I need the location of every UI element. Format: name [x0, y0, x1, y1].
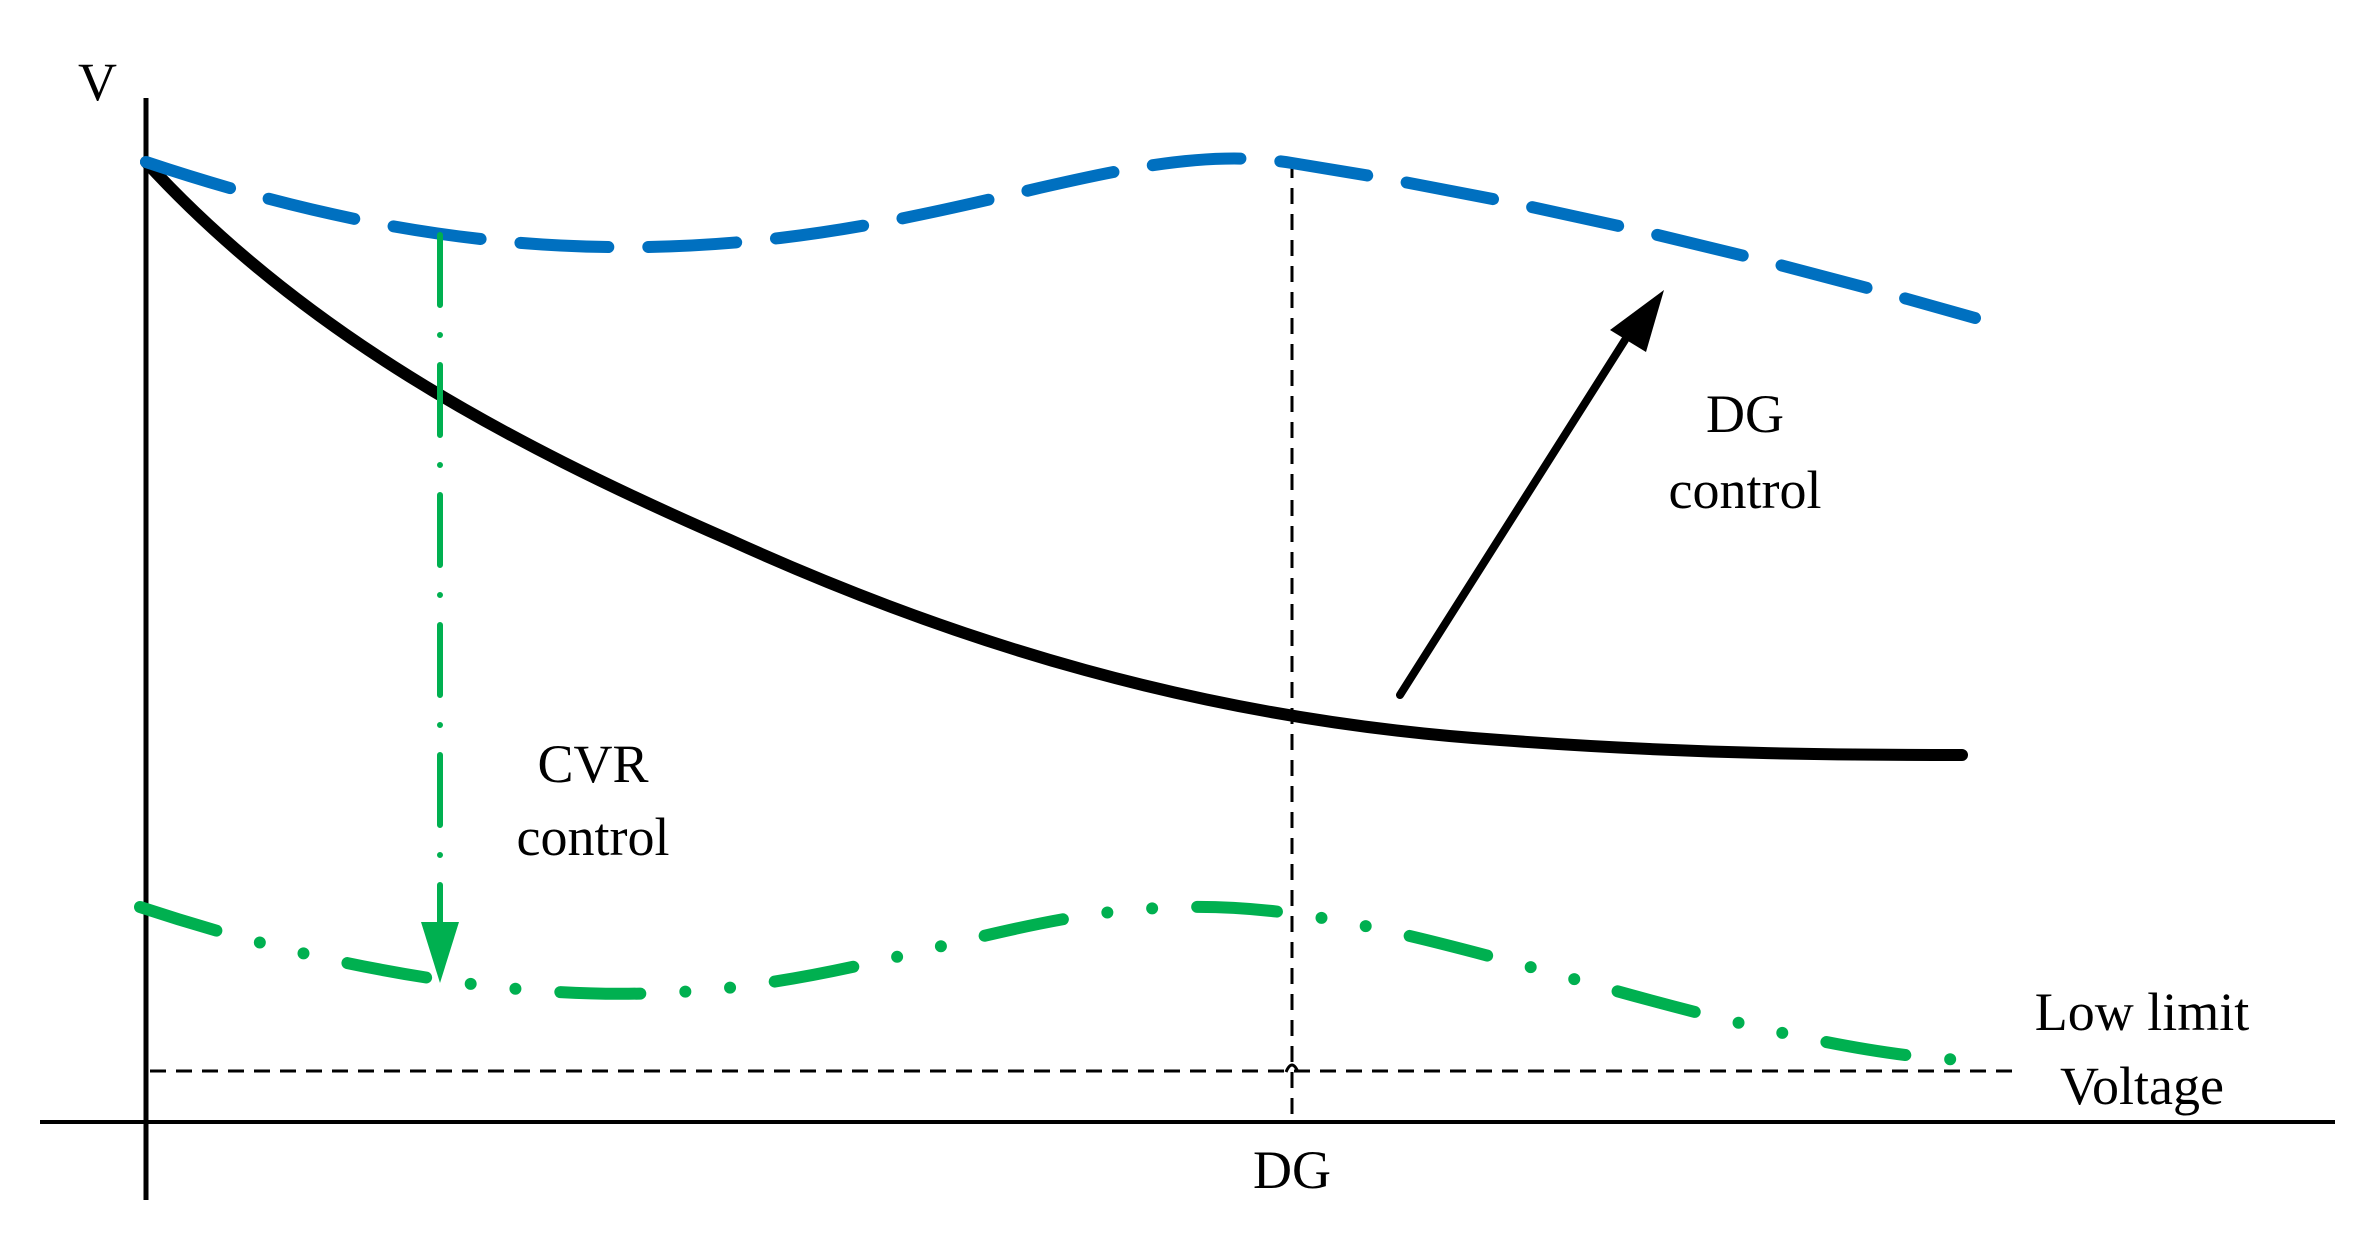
dg-control-arrow: [1396, 336, 1629, 699]
dg-control-label-line2: control: [1669, 460, 1822, 520]
cvr-voltage-curve: [134, 900, 1981, 1066]
dg-control-label-line1: DG: [1706, 384, 1784, 444]
low-limit-label-line2: Voltage: [2060, 1056, 2224, 1116]
dg-guide-cap: [1284, 1063, 1300, 1073]
base-voltage-curve: [140, 156, 1968, 761]
dg-voltage-curve: [140, 152, 1981, 324]
cvr-control-label-line1: CVR: [537, 734, 648, 794]
dg-arrow-head: [1610, 290, 1664, 352]
x-axis-dg-label: DG: [1253, 1140, 1331, 1200]
cvr-arrow-head: [421, 922, 459, 983]
low-limit-label-line1: Low limit: [2035, 982, 2250, 1042]
y-axis-label: V: [78, 52, 117, 112]
cvr-control-label-line2: control: [517, 807, 670, 867]
